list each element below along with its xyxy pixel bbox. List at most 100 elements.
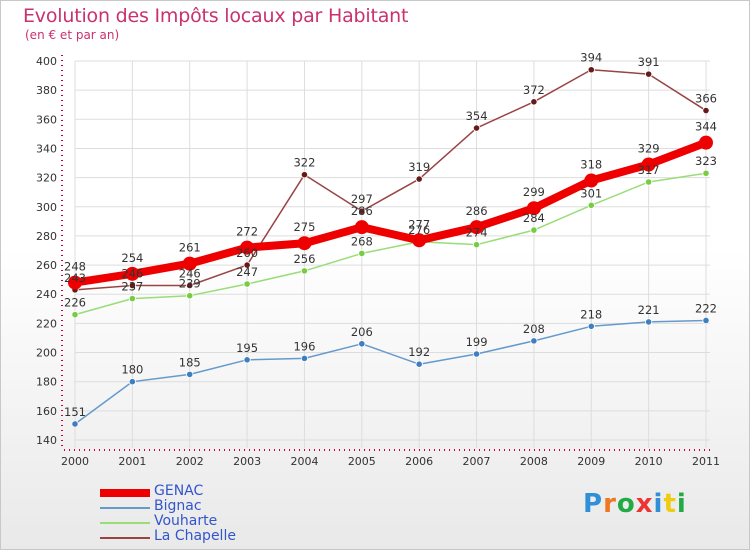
data-point-la-chapelle [587,66,595,74]
x-tick-label: 2005 [348,455,376,468]
data-point-vouharte [128,295,136,303]
data-point-bignac [472,350,481,358]
data-label-la-chapelle: 297 [351,192,373,206]
series-line-la-chapelle [74,68,707,291]
data-point-genac [240,240,255,255]
data-point-vouharte [645,178,653,186]
data-point-la-chapelle [472,124,481,132]
logo-letter: t [663,489,677,519]
chart-subtitle: (en € et par an) [25,28,120,42]
y-tick-label: 140 [36,434,57,447]
data-label-vouharte: 317 [638,163,660,177]
legend-label-vouharte: Vouharte [154,513,218,529]
data-point-la-chapelle [702,106,710,115]
data-label-genac: 254 [121,251,143,265]
data-point-genac [297,236,312,251]
data-point-la-chapelle [645,70,653,78]
data-point-bignac [645,318,653,326]
data-point-la-chapelle [128,281,136,290]
data-point-bignac [358,340,366,348]
data-point-bignac [71,420,79,428]
legend-label-bignac: Bignac [154,498,202,514]
data-point-la-chapelle [415,175,423,183]
y-tick-label: 360 [36,113,57,126]
data-label-bignac: 208 [523,322,545,336]
data-point-la-chapelle [243,261,251,269]
data-point-vouharte [243,280,251,288]
chart-title: Evolution des Impôts locaux par Habitant [23,5,409,27]
data-label-bignac: 185 [179,355,201,369]
logo-letter: x [635,489,654,519]
data-label-la-chapelle: 372 [523,83,545,97]
data-point-bignac [530,337,538,345]
data-label-genac: 261 [179,241,201,255]
data-point-genac [641,157,656,172]
x-tick-label: 2009 [577,455,605,468]
data-label-vouharte: 247 [236,265,258,279]
data-label-la-chapelle: 246 [121,266,143,280]
y-tick-label: 340 [36,142,57,155]
data-point-bignac [186,370,194,379]
data-label-vouharte: 237 [121,280,143,294]
data-label-bignac: 180 [121,363,143,377]
logo-letter: P [583,489,604,519]
data-label-vouharte: 226 [64,296,86,310]
data-label-genac: 318 [580,158,602,172]
y-tick-label: 400 [36,55,57,68]
data-point-la-chapelle [186,281,194,290]
y-tick-label: 220 [36,317,57,330]
proxiti-logo: Proxiti [583,489,687,519]
legend-item-la-chapelle: La Chapelle [100,528,300,546]
legend-item-bignac: Bignac [100,498,300,516]
data-point-vouharte [300,267,309,275]
data-label-la-chapelle: 260 [236,246,258,260]
data-label-bignac: 192 [408,345,430,359]
logo-letter: o [616,489,636,519]
data-point-genac [182,256,197,271]
data-label-vouharte: 256 [293,252,315,266]
y-tick-label: 380 [36,84,57,97]
data-label-la-chapelle: 391 [638,55,660,69]
data-label-la-chapelle: 319 [408,160,430,174]
data-point-vouharte [358,249,366,258]
y-tick-label: 240 [36,288,57,301]
legend-swatch-bignac [100,507,150,509]
data-point-vouharte [186,292,194,300]
data-label-la-chapelle: 246 [179,266,201,280]
data-label-la-chapelle: 354 [466,109,488,123]
x-tick-label: 2004 [290,455,318,468]
data-label-vouharte: 323 [695,154,717,168]
data-point-la-chapelle [300,171,309,179]
x-tick-label: 2007 [463,455,491,468]
data-point-vouharte [472,241,481,249]
x-tick-label: 2010 [635,455,663,468]
x-tick-label: 2000 [61,455,89,468]
data-point-genac [699,135,713,150]
x-tick-label: 2011 [692,455,720,468]
x-tick-label: 2003 [233,455,261,468]
x-tick-label: 2008 [520,455,548,468]
y-tick-label: 320 [36,172,57,185]
data-label-genac: 248 [64,260,86,274]
logo-letter: i [676,489,687,519]
y-tick-label: 160 [36,405,57,418]
data-label-bignac: 195 [236,341,258,355]
data-label-bignac: 221 [638,303,660,317]
data-label-la-chapelle: 243 [64,271,86,285]
data-point-vouharte [587,201,595,209]
data-point-bignac [415,360,423,368]
logo-letter: i [653,489,664,519]
data-point-genac [584,173,599,188]
data-point-genac [354,220,369,235]
data-point-genac [526,201,541,216]
data-label-vouharte: 276 [408,223,430,237]
data-label-genac: 286 [466,204,488,218]
legend-swatch-la-chapelle [100,537,150,539]
data-point-vouharte [530,226,538,234]
y-tick-label: 260 [36,259,57,272]
data-label-bignac: 206 [351,325,373,339]
data-label-bignac: 196 [293,339,315,353]
data-point-genac [412,233,427,248]
data-label-bignac: 151 [64,405,86,419]
data-point-bignac [702,316,710,325]
